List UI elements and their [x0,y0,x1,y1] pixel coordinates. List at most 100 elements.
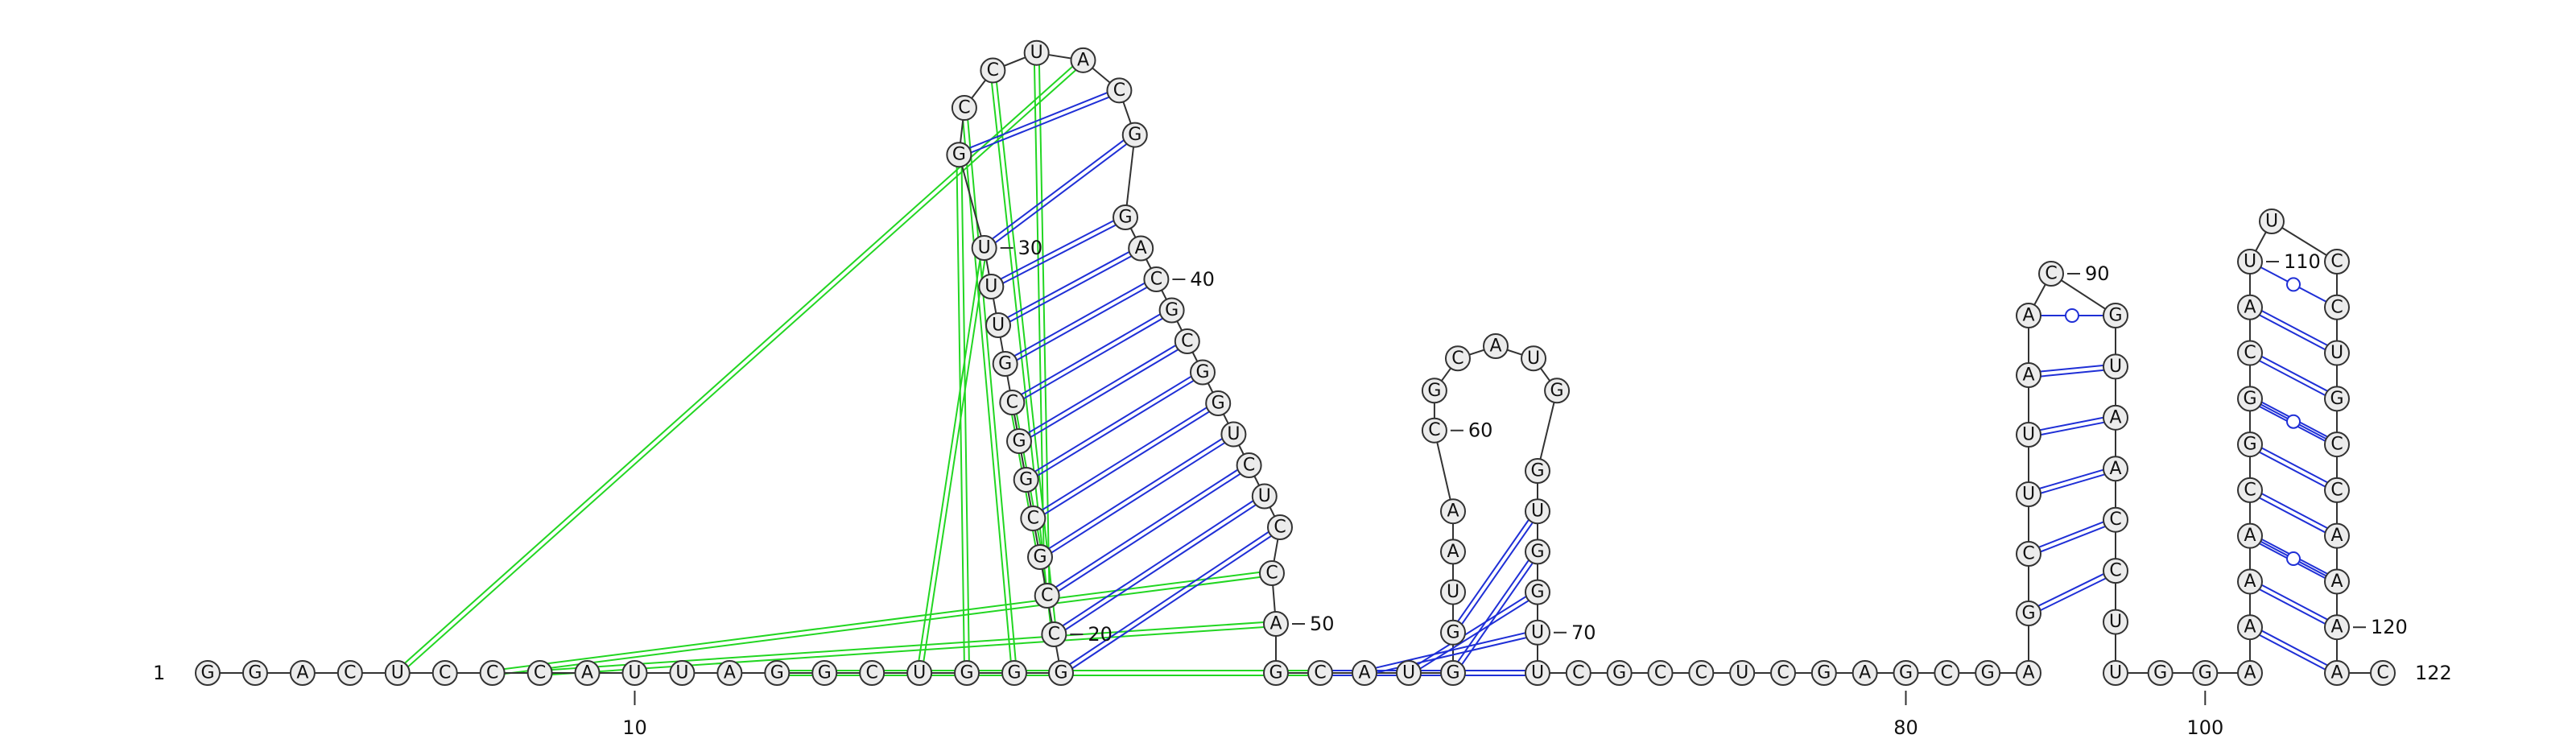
base-pair [1364,634,1538,676]
nucleotide: G [2016,601,2041,626]
nucleotide-circle [526,660,553,686]
nucleotide-letter: U [2265,212,2278,232]
nucleotide-circle [906,660,933,686]
nucleotide-letter: G [1981,663,1995,683]
nucleotide-circle [2370,660,2396,686]
nucleotide-letter: C [1941,663,1953,683]
nucleotide: G [1975,660,2001,686]
nucleotide-letter: U [2109,663,2122,683]
nucleotide-letter: A [2022,365,2034,386]
nucleotide-letter: A [2109,459,2121,479]
nucleotide: A [1263,611,1289,637]
nucleotide-circle [1236,452,1262,478]
nucleotide-letter: U [1030,43,1043,63]
base-pair [992,218,1127,290]
nucleotide-circle [1174,328,1200,354]
base-pair [1052,493,1264,634]
nucleotide-letter: C [2330,297,2343,317]
nucleotide: U [621,660,648,686]
nucleotide: G [2103,303,2128,328]
nucleotide-letter: C [534,663,546,683]
nucleotide-letter: G [1128,125,1141,145]
nucleotide-letter: A [1447,542,1459,562]
nucleotide-letter: C [1777,663,1789,683]
nucleotide: U [2237,249,2263,274]
base-pair [1450,509,1537,632]
base-pair [2027,465,2116,493]
nucleotide: C [2324,477,2350,503]
nucleotide-circle [2237,477,2263,503]
backbone-segment [1537,390,1558,472]
nucleotide: G [2237,386,2263,412]
nucleotide-letter: U [1258,486,1271,506]
nucleotide: U [1729,660,1756,686]
nucleotide: A [2016,303,2041,328]
nucleotide-circle [1440,579,1466,605]
nucleotide-circle [1267,514,1293,540]
nucleotide-circle [1259,560,1285,586]
nucleotide-circle [764,660,791,686]
tertiary-interaction [994,70,1058,634]
nucleotide-circle [479,660,506,686]
nucleotide-letter: U [1227,424,1240,444]
nucleotide-circle [2237,249,2263,274]
nucleotide: C [1565,660,1591,686]
nucleotide-letter: C [2109,561,2121,581]
nucleotide-circle [1440,660,1466,686]
nucleotide-letter: G [1165,300,1179,320]
nucleotide: C [1770,660,1796,686]
nucleotide-circle [1525,619,1550,646]
nucleotide-circle [431,660,458,686]
nucleotide: A [2103,456,2128,482]
base-pair [1024,369,1202,479]
nucleotide: U [985,312,1011,338]
nucleotide-circle [2103,506,2128,533]
nucleotide: C [2016,541,2041,567]
nucleotide-circle [1352,660,1377,686]
nucleotide-circle [2324,614,2350,641]
nucleotide-letter: U [2109,612,2122,632]
nucleotide-circle [985,312,1011,338]
nucleotide-circle [1307,660,1333,686]
index-label: 90 [2085,262,2110,285]
base-pair [1034,404,1220,522]
nucleotide: G [1440,619,1466,646]
nucleotide-letter: A [724,663,736,683]
nucleotide: U [384,660,411,686]
end-label: 122 [2415,662,2452,684]
nucleotide-circle [1006,428,1032,454]
nucleotide-letter: A [2244,617,2256,638]
nucleotide-circle [1143,266,1170,292]
nucleotide-letter: G [1427,381,1441,401]
nucleotide: A [289,660,316,686]
nucleotide-letter: C [1113,80,1125,101]
nucleotide-circle [951,95,977,122]
nucleotide: G [1893,660,1919,686]
base-pair [2250,578,2339,626]
nucleotide-letter: U [1736,663,1748,683]
base-pair [2028,414,2116,434]
tertiary-interaction [1033,52,1046,596]
nucleotide: G [1190,359,1216,386]
base-pair [2029,521,2117,557]
nucleotide: A [1440,539,1466,565]
nucleotide-letter: C [1006,393,1018,413]
nucleotide-letter: C [1314,663,1326,683]
nucleotide-circle [1070,47,1096,73]
base-pair [1017,338,1187,440]
tertiary-interaction [398,61,1086,675]
nucleotide-circle [1020,506,1046,531]
nucleotide: U [978,274,1005,299]
nucleotide: G [1006,428,1032,454]
nucleotide-letter: G [2153,663,2167,683]
nucleotide: U [2259,208,2285,234]
nucleotide-letter: U [1531,502,1544,522]
nucleotide-circle [2237,386,2263,412]
nucleotide: A [1852,660,1878,686]
base-pair [1045,462,1249,595]
base-pair [1013,312,1174,406]
nucleotide-circle [2103,456,2128,482]
base-pair [2029,368,2116,378]
nucleotide: U [1521,345,1547,372]
nucleotide-letter: C [987,60,999,80]
